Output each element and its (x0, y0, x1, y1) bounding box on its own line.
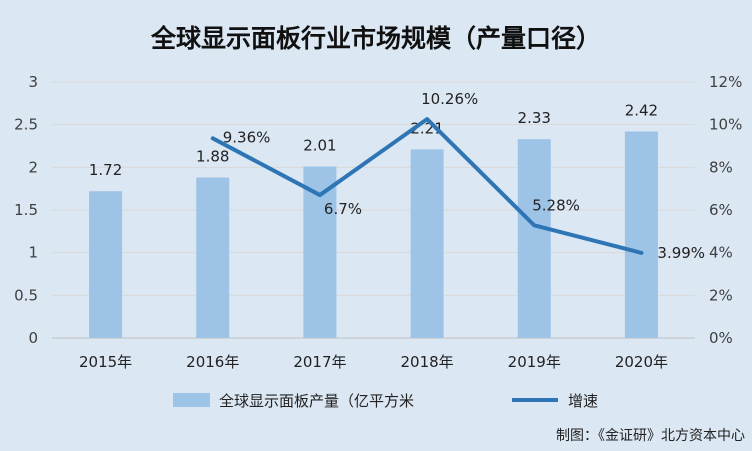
y-right-tick-label: 8% (709, 158, 733, 176)
gridlines (52, 81, 695, 339)
line-data-label: 5.28% (532, 196, 580, 214)
line-series (210, 117, 644, 255)
bar (303, 166, 337, 338)
legend-label-bar: 全球显示面板产量（亿平方米 (219, 392, 414, 410)
x-tick-label: 2015年 (79, 353, 132, 371)
line-data-label: 6.7% (324, 200, 362, 218)
bar-series (89, 131, 658, 338)
bar-data-label: 1.88 (196, 148, 229, 166)
y-right-tick-label: 2% (709, 286, 733, 304)
y-right-tick-label: 10% (709, 116, 742, 134)
y-left-tick-label: 0.5 (14, 286, 38, 304)
y-right-tick-label: 4% (709, 244, 733, 262)
bar (196, 177, 230, 338)
line-data-label: 9.36% (223, 128, 271, 146)
legend: 全球显示面板产量（亿平方米 增速 (173, 392, 598, 410)
chart-title: 全球显示面板行业市场规模（产量口径） (150, 24, 601, 53)
x-tick-label: 2019年 (508, 353, 561, 371)
y-left-tick-label: 1 (28, 244, 38, 262)
legend-swatch-bar (173, 393, 210, 407)
line-data-label: 3.99% (657, 244, 705, 262)
x-axis: 2015年 2016年 2017年 2018年 2019年 2020年 (79, 353, 668, 371)
bar-data-label: 2.42 (625, 101, 658, 119)
chart-credit: 制图：《金证研》北方资本中心 (556, 428, 745, 444)
y-left-tick-label: 3 (28, 73, 38, 91)
legend-label-line: 增速 (568, 392, 598, 410)
bar-data-label: 1.72 (89, 161, 122, 179)
y-right-tick-label: 0% (709, 329, 733, 347)
x-tick-label: 2020年 (615, 353, 668, 371)
bar-data-label: 2.33 (518, 109, 551, 127)
x-tick-label: 2016年 (186, 353, 239, 371)
y-left-tick-label: 2.5 (14, 116, 38, 134)
bar (410, 149, 444, 338)
y-axis-left: 0 0.5 1 1.5 2 2.5 3 (14, 73, 38, 347)
line-data-labels: 9.36% 6.7% 10.26% 5.28% 3.99% (223, 90, 705, 262)
x-tick-label: 2017年 (293, 353, 346, 371)
y-left-tick-label: 0 (28, 329, 38, 347)
y-left-tick-label: 2 (28, 158, 38, 176)
x-tick-label: 2018年 (400, 353, 453, 371)
y-right-tick-label: 6% (709, 201, 733, 219)
line-data-label: 10.26% (421, 90, 478, 108)
bar-data-label: 2.01 (303, 136, 336, 154)
line-series-path (210, 117, 644, 255)
bar (517, 139, 551, 338)
y-left-tick-label: 1.5 (14, 201, 38, 219)
bar (624, 131, 658, 338)
bar (89, 191, 123, 338)
y-axis-right: 0% 2% 4% 6% 8% 10% 12% (709, 73, 742, 347)
y-right-tick-label: 12% (709, 73, 742, 91)
